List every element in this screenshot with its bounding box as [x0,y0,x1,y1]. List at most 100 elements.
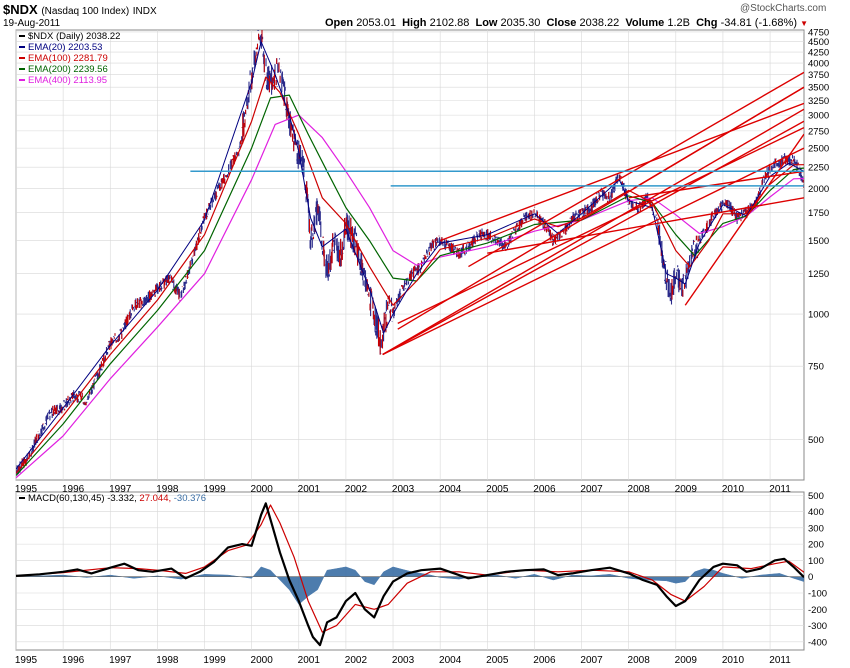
macd-x-tick-label: 2009 [675,655,698,666]
main-plot-area [16,30,804,479]
main-y-tick-label: 1500 [808,236,829,247]
close-value: 2038.22 [579,17,620,29]
main-y-tick-label: 4250 [808,48,829,59]
macd-x-tick-label: 2005 [486,655,509,666]
main-x-tick-label: 2001 [298,484,321,495]
exchange: INDX [132,6,157,17]
trendline [397,126,804,324]
low-label: Low [475,17,498,29]
main-y-tick-label: 1250 [808,269,829,280]
main-x-tick-label: 2011 [769,484,791,495]
legend-label: EMA(100) 2281.79 [28,53,108,64]
main-y-tick-label: 2500 [808,144,829,155]
main-x-tick-label: 2007 [580,484,603,495]
main-x-tick-label: 2000 [251,484,274,495]
main-x-tick-label: 2006 [533,484,556,495]
watermark: @StockCharts.com [740,3,827,14]
macd-value: -3.332, [107,493,139,504]
main-y-tick-label: 2000 [808,184,829,195]
trendline [382,108,804,356]
high-value: 2102.88 [429,17,470,29]
ema100-line [16,76,804,474]
main-x-tick-label: 1998 [156,484,179,495]
macd-y-tick-label: -200 [808,605,827,616]
trendline [439,102,804,242]
macd-x-tick-label: 1998 [156,655,179,666]
macd-value: -30.376 [174,493,206,504]
chg-down-icon: ▼ [800,19,808,28]
open-value: 2053.01 [356,17,396,29]
main-x-tick-label: 2008 [628,484,651,495]
macd-y-tick-label: 500 [808,491,824,502]
main-y-tick-label: 3000 [808,111,829,122]
main-y-tick-label: 2750 [808,126,829,137]
volume-label: Volume [625,17,665,29]
volume-value: 1.2B [667,17,690,29]
main-x-tick-label: 2003 [392,484,415,495]
macd-x-tick-label: 2003 [392,655,415,666]
main-x-tick-label: 2010 [722,484,745,495]
high-label: High [402,17,427,29]
main-y-tick-label: 750 [808,362,824,373]
chg-label: Chg [696,17,718,29]
macd-y-tick-label: 0 [808,572,813,583]
macd-x-tick-label: 1999 [203,655,226,666]
main-y-tick-label: 3500 [808,83,829,94]
macd-x-tick-label: 2011 [769,655,791,666]
quote-bar: Open 2053.01 High 2102.88 Low 2035.30 Cl… [325,17,808,29]
macd-x-tick-label: 2008 [628,655,651,666]
main-y-tick-label: 1750 [808,208,829,219]
main-x-tick-label: 2002 [345,484,368,495]
macd-y-tick-label: -400 [808,637,827,648]
macd-x-tick-label: 2007 [580,655,603,666]
macd-x-tick-label: 2010 [722,655,745,666]
macd-y-tick-label: -100 [808,588,827,599]
main-y-tick-label: 2250 [808,163,829,174]
macd-title: MACD(60,130,45) [28,493,107,504]
low-value: 2035.30 [500,17,541,29]
macd-y-tick-label: 200 [808,540,824,551]
chart-date: 19-Aug-2011 [3,18,61,29]
legend-label: $NDX (Daily) 2038.22 [28,31,120,42]
main-y-tick-label: 4500 [808,37,829,48]
macd-x-tick-label: 2002 [345,655,368,666]
main-x-tick-label: 1997 [109,484,132,495]
main-x-tick-label: 2004 [439,484,462,495]
macd-y-tick-label: 400 [808,507,824,518]
main-y-tick-label: 3250 [808,96,829,107]
legend-label: EMA(400) 2113.95 [28,75,107,86]
trendline [684,133,804,306]
close-label: Close [546,17,577,29]
trendline [487,197,804,254]
main-y-tick-label: 500 [808,435,824,446]
main-y-tick-label: 4000 [808,59,829,70]
chg-value: -34.81 (-1.68%) [720,17,797,29]
macd-x-tick-label: 2004 [439,655,462,666]
legend-label: EMA(20) 2203.53 [28,42,102,53]
open-label: Open [325,17,354,29]
macd-x-tick-label: 2006 [533,655,556,666]
legend-label: EMA(200) 2239.56 [28,64,108,75]
ema20-line [16,41,804,470]
trendline [382,120,804,356]
macd-line [16,502,804,647]
main-x-tick-label: 1999 [203,484,226,495]
macd-y-tick-label: 300 [808,523,824,534]
main-panel-frame [15,29,805,481]
main-x-tick-label: 1995 [15,484,38,495]
macd-x-tick-label: 1995 [15,655,38,666]
main-y-tick-label: 3750 [808,70,829,81]
macd-x-tick-label: 1996 [62,655,85,666]
macd-x-tick-label: 2000 [251,655,274,666]
index-name: (Nasdaq 100 Index) [41,6,130,17]
main-y-tick-label: 4750 [808,27,829,38]
symbol: $NDX [3,2,38,17]
macd-panel-frame [15,491,805,651]
macd-y-tick-label: -300 [808,621,827,632]
macd-signal-line [16,504,804,633]
macd-plot-area [16,502,804,647]
macd-x-tick-label: 2001 [298,655,321,666]
macd-x-tick-label: 1997 [109,655,132,666]
